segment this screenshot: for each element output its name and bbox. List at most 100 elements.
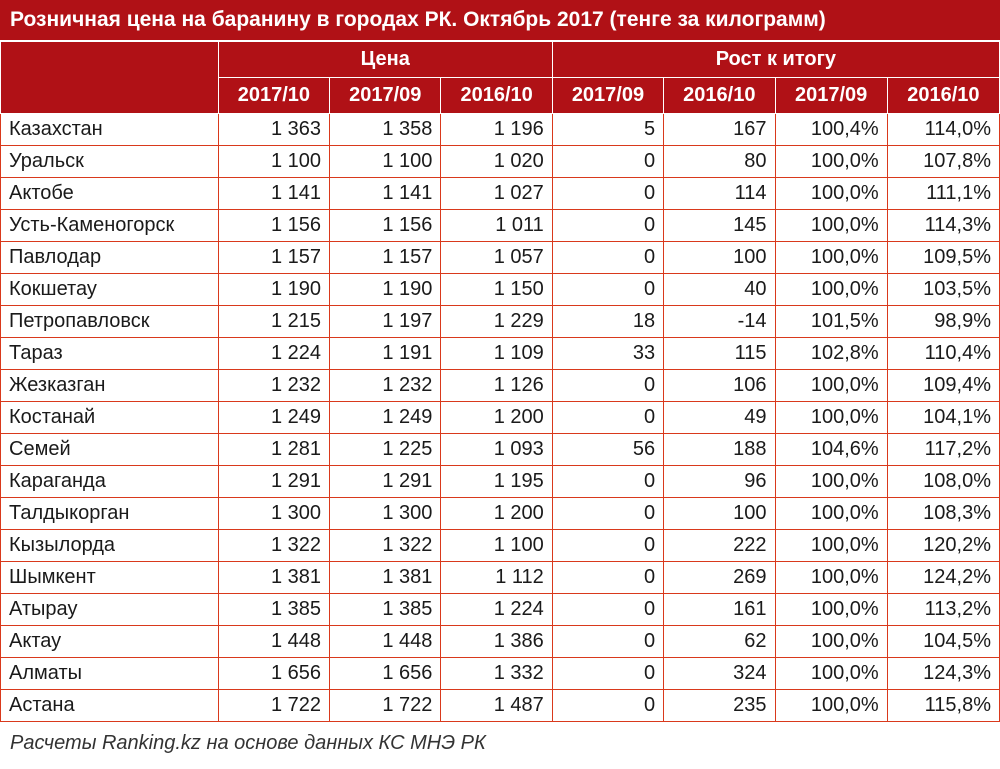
cell-price-1: 1 656 [218,658,329,690]
table-row: Кокшетау1 1901 1901 150040100,0%103,5% [1,274,1000,306]
cell-growth-4: 110,4% [887,338,999,370]
table-row: Казахстан1 3631 3581 1965167100,4%114,0% [1,114,1000,146]
cell-city: Павлодар [1,242,219,274]
table-row: Актау1 4481 4481 386062100,0%104,5% [1,626,1000,658]
cell-growth-3: 100,0% [775,562,887,594]
cell-growth-1: 0 [552,594,663,626]
cell-price-3: 1 332 [441,658,552,690]
cell-growth-1: 0 [552,690,663,722]
cell-city: Кокшетау [1,274,219,306]
cell-growth-4: 98,9% [887,306,999,338]
cell-growth-1: 0 [552,562,663,594]
cell-growth-1: 0 [552,626,663,658]
cell-growth-2: 80 [664,146,775,178]
cell-growth-2: 145 [664,210,775,242]
cell-price-2: 1 156 [330,210,441,242]
cell-growth-3: 100,4% [775,114,887,146]
cell-growth-3: 100,0% [775,466,887,498]
cell-growth-1: 0 [552,242,663,274]
cell-price-3: 1 109 [441,338,552,370]
table-row: Жезказган1 2321 2321 1260106100,0%109,4% [1,370,1000,402]
cell-growth-2: 114 [664,178,775,210]
cell-price-3: 1 020 [441,146,552,178]
cell-price-2: 1 100 [330,146,441,178]
cell-growth-4: 109,4% [887,370,999,402]
col-growth-3: 2017/09 [775,78,887,114]
table-row: Петропавловск1 2151 1971 22918-14101,5%9… [1,306,1000,338]
colgroup-price: Цена [218,42,552,78]
table-row: Атырау1 3851 3851 2240161100,0%113,2% [1,594,1000,626]
cell-growth-3: 102,8% [775,338,887,370]
cell-city: Семей [1,434,219,466]
col-growth-2: 2016/10 [664,78,775,114]
cell-growth-2: 188 [664,434,775,466]
table-title: Розничная цена на баранину в городах РК.… [0,0,1000,41]
cell-price-1: 1 156 [218,210,329,242]
table-header: Цена Рост к итогу 2017/10 2017/09 2016/1… [1,42,1000,114]
cell-growth-4: 117,2% [887,434,999,466]
cell-price-3: 1 150 [441,274,552,306]
table-footer: Расчеты Ranking.kz на основе данных КС М… [0,722,1000,769]
cell-growth-1: 0 [552,530,663,562]
cell-growth-2: 100 [664,498,775,530]
table-row: Талдыкорган1 3001 3001 2000100100,0%108,… [1,498,1000,530]
cell-price-2: 1 385 [330,594,441,626]
cell-city: Актау [1,626,219,658]
cell-price-1: 1 190 [218,274,329,306]
cell-price-1: 1 215 [218,306,329,338]
cell-price-2: 1 190 [330,274,441,306]
cell-growth-3: 100,0% [775,242,887,274]
cell-city: Актобе [1,178,219,210]
cell-city: Тараз [1,338,219,370]
cell-growth-1: 0 [552,178,663,210]
cell-growth-4: 104,5% [887,626,999,658]
table-row: Кызылорда1 3221 3221 1000222100,0%120,2% [1,530,1000,562]
col-price-2: 2017/09 [330,78,441,114]
cell-growth-4: 114,0% [887,114,999,146]
cell-city: Талдыкорган [1,498,219,530]
price-table: Цена Рост к итогу 2017/10 2017/09 2016/1… [0,41,1000,722]
cell-growth-2: 115 [664,338,775,370]
cell-price-1: 1 232 [218,370,329,402]
cell-price-3: 1 093 [441,434,552,466]
cell-price-3: 1 057 [441,242,552,274]
cell-price-2: 1 448 [330,626,441,658]
cell-price-3: 1 112 [441,562,552,594]
cell-price-2: 1 191 [330,338,441,370]
cell-price-3: 1 200 [441,498,552,530]
cell-growth-4: 115,8% [887,690,999,722]
cell-price-3: 1 027 [441,178,552,210]
cell-price-2: 1 722 [330,690,441,722]
table-row: Астана1 7221 7221 4870235100,0%115,8% [1,690,1000,722]
colgroup-growth: Рост к итогу [552,42,999,78]
cell-price-3: 1 126 [441,370,552,402]
cell-city: Усть-Каменогорск [1,210,219,242]
cell-price-1: 1 224 [218,338,329,370]
table-row: Семей1 2811 2251 09356188104,6%117,2% [1,434,1000,466]
cell-price-3: 1 100 [441,530,552,562]
cell-growth-2: 167 [664,114,775,146]
cell-price-3: 1 224 [441,594,552,626]
col-price-3: 2016/10 [441,78,552,114]
cell-growth-2: 96 [664,466,775,498]
cell-growth-4: 103,5% [887,274,999,306]
cell-price-2: 1 197 [330,306,441,338]
cell-growth-1: 18 [552,306,663,338]
col-price-1: 2017/10 [218,78,329,114]
cell-growth-4: 108,0% [887,466,999,498]
cell-growth-1: 0 [552,274,663,306]
cell-growth-4: 114,3% [887,210,999,242]
cell-price-1: 1 141 [218,178,329,210]
cell-growth-4: 107,8% [887,146,999,178]
cell-growth-4: 120,2% [887,530,999,562]
cell-growth-3: 100,0% [775,530,887,562]
table-body: Казахстан1 3631 3581 1965167100,4%114,0%… [1,114,1000,722]
table-row: Актобе1 1411 1411 0270114100,0%111,1% [1,178,1000,210]
cell-city: Астана [1,690,219,722]
cell-price-1: 1 157 [218,242,329,274]
cell-growth-3: 100,0% [775,178,887,210]
table-row: Тараз1 2241 1911 10933115102,8%110,4% [1,338,1000,370]
cell-growth-3: 100,0% [775,498,887,530]
cell-price-1: 1 322 [218,530,329,562]
cell-price-2: 1 358 [330,114,441,146]
